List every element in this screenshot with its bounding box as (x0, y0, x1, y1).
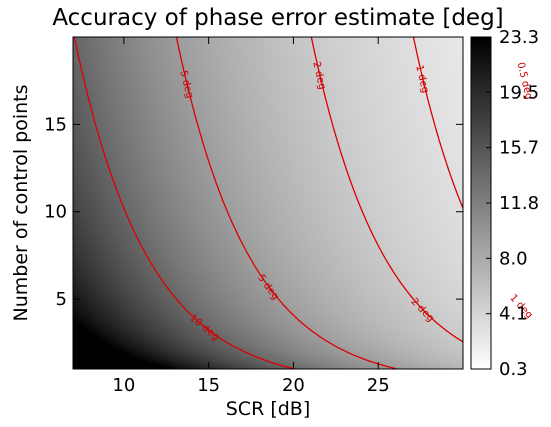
contour-line (73, 37, 296, 369)
colorbar-tick-label: 15.7 (499, 138, 539, 159)
y-axis-ticks: 5 10 15 (44, 114, 463, 310)
colorbar-tick-label: 0.3 (499, 359, 528, 380)
colorbar-tick-label: 11.8 (499, 193, 539, 214)
colorbar-tick-label: 4.1 (499, 304, 528, 325)
x-axis-label: SCR [dB] (226, 398, 311, 420)
x-axis-ticks: 10 15 20 25 (112, 37, 390, 396)
colorbar-tick-label: 19.5 (499, 82, 539, 103)
contour-line (310, 37, 463, 343)
chart-title: Accuracy of phase error estimate [deg] (52, 5, 503, 31)
contour-line (412, 37, 463, 210)
heatmap-field (73, 37, 463, 369)
y-axis-label: Number of control points (10, 85, 32, 322)
x-tick-label: 10 (112, 375, 135, 396)
colorbar-gradient (471, 37, 491, 369)
colorbar-tick-label: 8.0 (499, 248, 528, 269)
colorbar: 23.3 19.5 15.7 11.8 8.0 4.1 0.3 (470, 27, 539, 380)
y-tick-label: 5 (56, 289, 67, 310)
colorbar-ticks: 23.3 19.5 15.7 11.8 8.0 4.1 0.3 (486, 27, 539, 380)
x-tick-label: 15 (197, 375, 220, 396)
x-tick-label: 20 (282, 375, 305, 396)
y-tick-label: 10 (44, 202, 67, 223)
contour-line (175, 37, 398, 369)
contour-layer (73, 37, 463, 369)
heatmap-image (73, 37, 463, 369)
colorbar-tick-label: 23.3 (499, 27, 539, 48)
y-tick-label: 15 (44, 114, 67, 135)
plot-frame (72, 36, 464, 370)
x-tick-label: 25 (367, 375, 390, 396)
